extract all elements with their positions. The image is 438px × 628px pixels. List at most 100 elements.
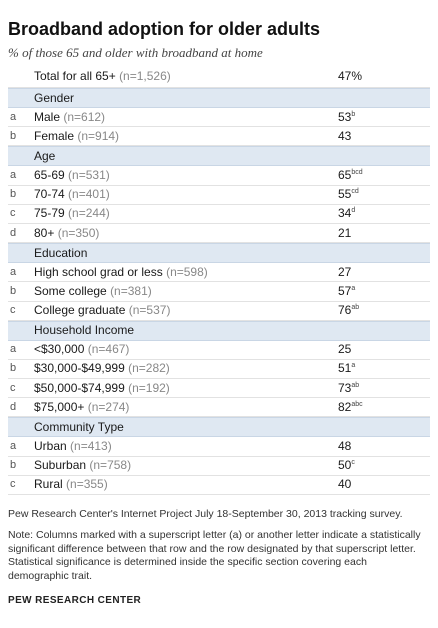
row-label: <$30,000 (n=467) xyxy=(34,340,338,359)
row-n: (n=401) xyxy=(68,187,110,202)
significance-superscript: a xyxy=(351,284,356,292)
row-letter: b xyxy=(10,362,17,375)
section-header: Gender xyxy=(8,88,430,108)
row-label: Urban (n=413) xyxy=(34,437,338,456)
table-row: c 75-79 (n=244) 34d xyxy=(8,205,430,224)
row-label: 70-74 (n=401) xyxy=(34,185,338,204)
row-n: (n=355) xyxy=(66,477,108,492)
row-value-number: 76 xyxy=(338,303,352,318)
page-title: Broadband adoption for older adults xyxy=(8,19,320,39)
section-heading: Age xyxy=(34,148,56,163)
note-text: Note: Columns marked with a superscript … xyxy=(8,529,421,582)
source-text: Pew Research Center's Internet Project J… xyxy=(8,508,403,520)
row-label: Rural (n=355) xyxy=(34,475,338,494)
significance-superscript: a xyxy=(351,362,356,370)
row-letter: a xyxy=(10,110,17,123)
table-row: d 80+ (n=350) 21 xyxy=(8,224,430,244)
row-n: (n=531) xyxy=(68,167,110,182)
row-n: (n=192) xyxy=(128,380,170,395)
row-n: (n=537) xyxy=(128,303,171,318)
row-label-text: Rural xyxy=(34,477,63,492)
table-row: d $75,000+ (n=274) 82abc xyxy=(8,398,430,418)
data-table: Total for all 65+ (n=1,526) 47% Gender a M… xyxy=(8,66,430,495)
row-value-number: 57 xyxy=(338,283,352,298)
row-n: (n=350) xyxy=(57,225,100,240)
table-row: b Suburban (n=758) 50c xyxy=(8,457,430,476)
significance-superscript: b xyxy=(351,110,356,118)
row-label-text: Male xyxy=(34,109,61,124)
row-label: Male (n=612) xyxy=(34,108,338,127)
row-value: 21 xyxy=(338,224,430,243)
section-header: Age xyxy=(8,146,430,167)
row-label-text: 80+ xyxy=(34,225,55,240)
table-row: c College graduate (n=537) 76ab xyxy=(8,302,430,321)
row-label-text: Suburban xyxy=(34,458,87,473)
row-value-number: 73 xyxy=(338,380,352,395)
row-value: 53b xyxy=(338,108,430,127)
row-value-number: 50 xyxy=(338,458,352,473)
row-n: (n=612) xyxy=(63,109,106,124)
row-value: 25 xyxy=(338,340,430,359)
row-value-number: 82 xyxy=(338,399,352,414)
row-label-text: College graduate xyxy=(34,303,126,318)
row-label: 65-69 (n=531) xyxy=(34,166,338,185)
table-row: b 70-74 (n=401) 55cd xyxy=(8,186,430,205)
row-n: (n=381) xyxy=(110,283,152,298)
section-header: Education xyxy=(8,243,430,264)
row-value: 73ab xyxy=(338,379,430,398)
row-label: $30,000-$49,999 (n=282) xyxy=(34,359,338,378)
significance-superscript: abc xyxy=(351,400,363,408)
significance-superscript: c xyxy=(351,459,355,467)
row-n: (n=244) xyxy=(68,206,110,221)
total-label: Total for all 65+ (n=1,526) xyxy=(34,67,338,86)
row-label-text: Female xyxy=(34,128,75,143)
table-row: c Rural (n=355) 40 xyxy=(8,476,430,495)
total-label-text: Total for all 65+ xyxy=(34,69,116,83)
table-row: a Male (n=612) 53b xyxy=(8,108,430,128)
row-value: 27 xyxy=(338,263,430,282)
row-label: $50,000-$74,999 (n=192) xyxy=(34,379,338,398)
row-value-number: 21 xyxy=(338,225,352,240)
row-value: 40 xyxy=(338,475,430,494)
section-heading: Household Income xyxy=(34,323,135,338)
row-label-text: 65-69 xyxy=(34,167,65,182)
significance-superscript: ab xyxy=(351,381,360,389)
row-n: (n=282) xyxy=(128,361,170,376)
row-label: 80+ (n=350) xyxy=(34,224,338,243)
table-row: a High school grad or less (n=598) 27 xyxy=(8,263,430,283)
row-value-number: 65 xyxy=(338,167,352,182)
row-n: (n=598) xyxy=(166,264,208,279)
row-letter: b xyxy=(10,188,17,201)
section-heading: Education xyxy=(34,245,88,260)
row-label: Female (n=914) xyxy=(34,127,338,146)
row-value: 51a xyxy=(338,359,430,378)
significance-superscript: ab xyxy=(351,304,360,312)
row-letter: a xyxy=(10,343,17,356)
row-label-text: <$30,000 xyxy=(34,342,85,357)
row-letter: c xyxy=(10,207,16,220)
footer-brand: PEW RESEARCH CENTER xyxy=(8,595,142,606)
row-n: (n=274) xyxy=(87,399,130,414)
row-value-number: 27 xyxy=(338,264,352,279)
row-letter: b xyxy=(10,284,17,297)
row-letter: b xyxy=(10,459,17,472)
section-header: Household Income xyxy=(8,320,430,341)
section-heading: Community Type xyxy=(34,419,124,434)
significance-superscript: cd xyxy=(351,188,359,196)
section-header: Community Type xyxy=(8,417,430,438)
row-n: (n=914) xyxy=(77,128,120,143)
row-label-text: 75-79 xyxy=(34,206,65,221)
row-label: $75,000+ (n=274) xyxy=(34,398,338,417)
row-label: 75-79 (n=244) xyxy=(34,204,338,223)
table-row: b $30,000-$49,999 (n=282) 51a xyxy=(8,359,430,380)
row-label-text: High school grad or less xyxy=(34,264,163,279)
row-letter: c xyxy=(10,381,16,394)
row-value: 43 xyxy=(338,127,430,146)
row-letter: c xyxy=(10,478,16,491)
row-value-number: 53 xyxy=(338,109,352,124)
row-label-text: $75,000+ xyxy=(34,399,85,414)
row-letter: c xyxy=(10,304,16,317)
row-n: (n=758) xyxy=(89,458,132,473)
row-value-number: 55 xyxy=(338,187,352,202)
table-row: b Some college (n=381) 57a xyxy=(8,282,430,302)
